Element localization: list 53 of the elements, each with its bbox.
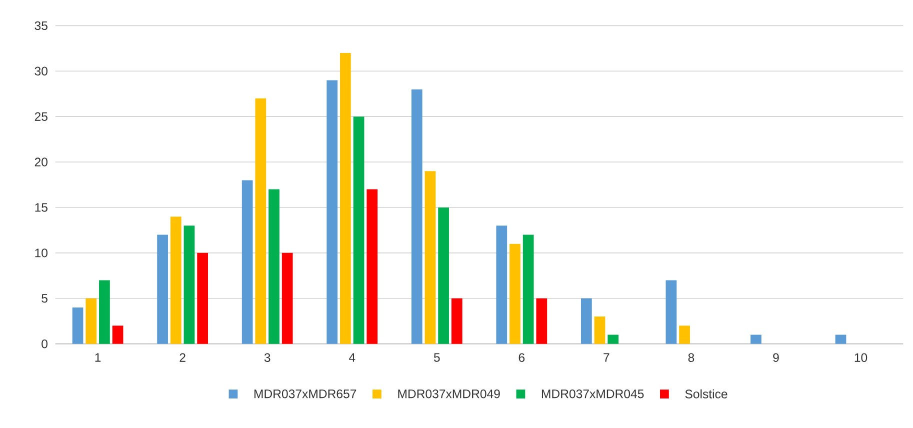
bar <box>340 53 351 344</box>
x-tick-label: 2 <box>180 353 186 362</box>
y-tick-label: 20 <box>34 158 48 166</box>
x-tick-label: 7 <box>604 353 610 362</box>
y-tick-label: 25 <box>34 112 48 122</box>
y-tick-label: 30 <box>34 66 48 76</box>
bar <box>411 89 422 344</box>
bar <box>86 298 97 344</box>
bar <box>510 244 520 344</box>
x-tick-label: 1 <box>95 353 101 362</box>
x-tick-label: 6 <box>518 353 525 362</box>
bar <box>242 180 253 344</box>
bar <box>496 226 508 344</box>
bar <box>536 298 548 344</box>
legend-label: MDR037xMDR657 <box>254 390 356 398</box>
bar <box>608 334 619 344</box>
bar <box>326 80 338 344</box>
legend-label: MDR037xMDR049 <box>398 390 500 398</box>
bar <box>580 298 592 344</box>
bar <box>184 226 195 344</box>
legend-label: MDR037xMDR045 <box>542 390 644 398</box>
bar <box>522 234 534 344</box>
x-tick-label: 5 <box>434 353 440 362</box>
x-tick-label: 9 <box>773 353 779 362</box>
bar <box>197 253 208 344</box>
bar <box>666 280 677 344</box>
bar <box>438 208 449 344</box>
bar <box>255 98 266 344</box>
bar <box>750 334 762 344</box>
bar <box>170 216 182 344</box>
x-tick-label: 3 <box>264 353 270 362</box>
bar <box>157 234 168 344</box>
bar <box>353 116 364 344</box>
bar <box>366 189 378 344</box>
x-tick-label: 4 <box>348 353 356 362</box>
bar <box>451 298 462 344</box>
x-tick-label: 10 <box>854 353 868 362</box>
y-tick-label: 5 <box>42 294 48 303</box>
bar <box>594 316 606 344</box>
y-tick-label: 35 <box>34 21 48 30</box>
bar <box>282 253 293 344</box>
bar <box>99 280 110 344</box>
y-tick-label: 15 <box>35 203 48 212</box>
y-tick-label: 10 <box>35 248 48 258</box>
bar <box>679 326 690 344</box>
bar <box>112 326 124 344</box>
bar <box>268 189 280 344</box>
legend-label: Solstice <box>685 389 728 398</box>
x-tick-label: 8 <box>688 353 694 362</box>
bar <box>72 308 84 344</box>
y-tick-label: 0 <box>42 340 48 348</box>
bar <box>835 334 846 344</box>
bar <box>424 171 436 344</box>
